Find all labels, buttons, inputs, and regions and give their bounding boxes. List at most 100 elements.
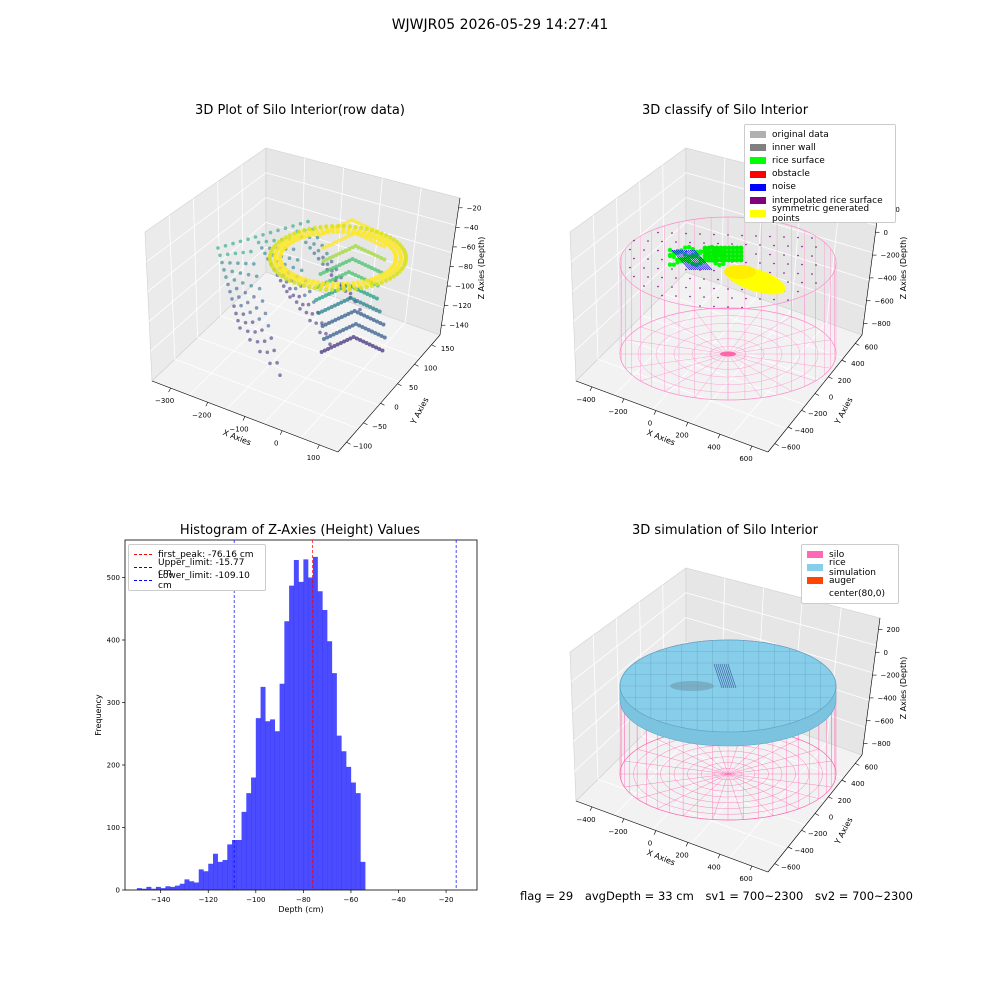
histogram-bar <box>360 861 366 890</box>
y-tick-label: 300 <box>107 699 120 707</box>
data-point <box>343 221 348 225</box>
data-point <box>263 311 268 316</box>
data-point <box>369 329 374 334</box>
x-tick-label: 600 <box>739 455 752 463</box>
histogram-bar <box>213 853 218 890</box>
silo-floor-spoke <box>727 739 799 775</box>
rice-surface-point <box>702 249 708 255</box>
data-point <box>350 271 355 276</box>
data-point <box>295 258 300 262</box>
silo-wireframe <box>619 216 837 401</box>
data-point <box>359 225 364 231</box>
data-point <box>243 290 248 295</box>
histogram-bar <box>322 610 328 890</box>
data-point <box>375 319 380 324</box>
data-point <box>317 296 322 301</box>
data-point <box>342 339 347 344</box>
data-point <box>320 324 325 328</box>
data-point <box>228 261 232 265</box>
auger-stroke <box>713 663 723 689</box>
interpolated-point <box>811 273 813 275</box>
data-point <box>291 247 296 252</box>
interpolated-point <box>797 236 799 239</box>
data-point <box>379 280 384 285</box>
interpolated-point <box>731 297 733 299</box>
data-point <box>363 263 368 267</box>
rice-surface-point <box>698 249 703 254</box>
rice-surface-point <box>706 249 712 255</box>
rice-surface-point <box>726 245 732 251</box>
x-tick-mark <box>749 445 753 451</box>
rice-surface-point <box>714 245 720 251</box>
data-point <box>287 278 293 283</box>
silo-floor-spoke <box>727 773 744 820</box>
data-point <box>333 318 338 322</box>
data-point <box>321 255 325 260</box>
data-point <box>312 242 316 246</box>
data-point <box>342 299 347 303</box>
data-point <box>344 326 349 331</box>
grid-line <box>265 172 457 226</box>
panel-simulation-3d: −400−2000200400600−600−400−2000200400600… <box>569 567 908 883</box>
panel-raw-data-3d: −300 −200 −100 0 100 −100 −50 0 50 100 150 −20 −40 −6… <box>144 147 486 462</box>
interpolated-point <box>741 288 743 291</box>
data-point <box>324 257 329 262</box>
histogram-bar <box>241 811 247 890</box>
histogram-bar <box>246 793 252 890</box>
grid-line <box>619 337 806 406</box>
rice-surface-point <box>706 245 712 251</box>
data-point <box>365 292 370 296</box>
x-tick-label: −400 <box>576 396 595 404</box>
data-point <box>326 306 331 311</box>
data-point <box>329 259 334 264</box>
x-tick-mark <box>685 842 689 847</box>
interpolated-point <box>713 269 715 272</box>
data-point <box>355 310 360 315</box>
data-point <box>276 239 282 245</box>
interpolated-point <box>647 276 649 278</box>
interpolated-point <box>797 254 799 257</box>
y-tick-mark <box>801 409 806 413</box>
x-axis-label: X Axies <box>646 428 677 447</box>
interpolated-point <box>755 235 757 237</box>
legend-entry: auger <box>807 574 893 587</box>
data-point <box>294 300 299 304</box>
flag-readout: flag = 29 <box>520 889 574 903</box>
raw-points <box>216 218 409 378</box>
data-point <box>356 260 361 264</box>
x-tick-mark <box>717 434 721 439</box>
noise-stroke <box>683 249 703 271</box>
x-tick-label: 100 <box>307 454 320 462</box>
grid-line <box>241 164 244 294</box>
legend-label: original data <box>772 129 829 140</box>
data-point <box>302 277 307 282</box>
rice-surface-point <box>675 260 680 265</box>
data-point <box>324 269 329 273</box>
data-point <box>372 253 377 257</box>
x-axis-line <box>575 380 769 453</box>
interpolated-point <box>787 263 789 265</box>
x-tick-label: 0 <box>648 420 652 428</box>
rice-surface-point <box>686 254 692 259</box>
grid-line <box>592 635 599 780</box>
data-point <box>228 289 232 294</box>
z-axis-label: Z Axies (Depth) <box>899 657 908 720</box>
data-point <box>319 350 324 354</box>
status-footer: flag = 29 avgDepth = 33 cm sv1 = 700~230… <box>520 889 921 903</box>
x-tick-mark <box>749 865 753 871</box>
grid-line <box>574 246 687 352</box>
interpolated-point <box>731 243 733 245</box>
interpolated-point <box>787 299 789 301</box>
data-point <box>353 224 358 230</box>
data-point <box>327 321 332 325</box>
histogram-bar <box>289 585 295 890</box>
z-tick-label: −800 <box>872 740 891 748</box>
data-point <box>291 239 296 244</box>
sv2-readout: sv2 = 700~2300 <box>815 889 913 903</box>
histogram-bar <box>217 861 223 890</box>
data-point <box>369 228 375 233</box>
data-point <box>341 287 347 293</box>
y-tick-label: 400 <box>851 780 864 788</box>
data-point <box>244 261 248 266</box>
silo-floor-spoke <box>727 353 792 392</box>
